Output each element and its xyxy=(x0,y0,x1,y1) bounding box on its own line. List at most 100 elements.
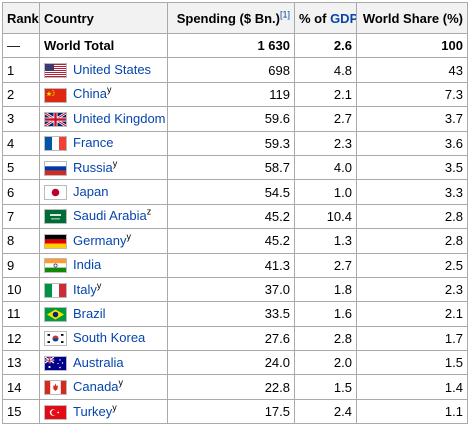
country-cell: United States xyxy=(39,57,168,83)
country-link[interactable]: Turkey xyxy=(73,403,113,419)
country-link[interactable]: South Korea xyxy=(73,330,146,346)
table-row: 10 Italyy 37.0 1.8 2.3 xyxy=(2,276,468,303)
country-link[interactable]: Germany xyxy=(73,232,127,248)
china-flag-icon[interactable] xyxy=(44,87,67,103)
total-label: World Total xyxy=(39,32,168,59)
australia-flag-icon[interactable] xyxy=(44,355,67,371)
country-link[interactable]: India xyxy=(73,257,102,273)
turkey-flag-icon[interactable] xyxy=(44,404,67,420)
country-link[interactable]: Italy xyxy=(73,281,97,297)
table-row: 3 United Kingdom 59.6 2.7 3.7 xyxy=(2,106,468,132)
rank-cell: 9 xyxy=(2,252,40,278)
japan-flag-icon[interactable] xyxy=(44,185,67,201)
spending-cell: 698 xyxy=(167,57,295,83)
spending-cell: 27.6 xyxy=(167,325,295,352)
rank-cell: 10 xyxy=(2,276,40,303)
rank-cell: 8 xyxy=(2,228,40,254)
italy-flag-icon[interactable] xyxy=(44,282,67,298)
brazil-flag-icon[interactable] xyxy=(44,307,67,323)
rank-cell: 12 xyxy=(2,325,40,352)
gdp-header[interactable]: % of GDP xyxy=(294,2,357,34)
germany-flag-icon[interactable] xyxy=(44,233,67,249)
country-link[interactable]: United Kingdom xyxy=(73,110,166,126)
share-cell: 1.7 xyxy=(356,325,468,352)
table-row: 9 India 41.3 2.7 2.5 xyxy=(2,252,468,278)
spending-header[interactable]: Spending ($ Bn.)[1] xyxy=(167,2,295,34)
spending-cell: 33.5 xyxy=(167,301,295,327)
canada-flag-icon[interactable] xyxy=(44,380,67,396)
gdp-cell: 2.7 xyxy=(294,106,357,132)
reference-link[interactable]: [1] xyxy=(279,9,290,20)
share-cell: 2.5 xyxy=(356,252,468,278)
gdp-cell: 1.3 xyxy=(294,228,357,254)
share-cell: 2.8 xyxy=(356,203,468,230)
spending-cell: 59.6 xyxy=(167,106,295,132)
share-cell: 1.4 xyxy=(356,374,468,400)
share-cell: 3.7 xyxy=(356,106,468,132)
footnote-marker: y xyxy=(112,402,117,413)
country-cell: Canaday xyxy=(39,374,168,400)
russia-flag-icon[interactable] xyxy=(44,160,67,176)
uk-flag-icon[interactable] xyxy=(44,111,67,127)
rank-cell: 2 xyxy=(2,81,40,108)
header-row: Rank Country Spending ($ Bn.)[1] % of GD… xyxy=(2,2,468,34)
rank-cell: 14 xyxy=(2,374,40,400)
country-header[interactable]: Country xyxy=(39,2,168,34)
table-row: 4 France 59.3 2.3 3.6 xyxy=(2,130,468,156)
gdp-cell: 1.6 xyxy=(294,301,357,327)
gdp-cell: 4.8 xyxy=(294,57,357,83)
spending-cell: 17.5 xyxy=(167,398,295,425)
country-link[interactable]: Saudi Arabia xyxy=(73,208,147,224)
country-link[interactable]: Australia xyxy=(73,354,124,370)
table-row: 14 Canaday 22.8 1.5 1.4 xyxy=(2,374,468,400)
total-share: 100 xyxy=(356,32,468,59)
gdp-cell: 10.4 xyxy=(294,203,357,230)
country-link[interactable]: Brazil xyxy=(73,305,106,321)
world-total-row: — World Total 1 630 2.6 100 xyxy=(2,32,468,59)
country-link[interactable]: China xyxy=(73,86,107,102)
us-flag-icon[interactable] xyxy=(44,63,67,79)
country-cell: France xyxy=(39,130,168,156)
country-link[interactable]: United States xyxy=(73,62,152,78)
rank-header[interactable]: Rank xyxy=(2,2,40,34)
saudi-arabia-flag-icon[interactable] xyxy=(44,209,67,225)
footnote-marker: y xyxy=(118,377,124,388)
gdp-header-prefix: % of xyxy=(299,10,331,26)
gdp-cell: 2.1 xyxy=(294,81,357,108)
share-cell: 1.5 xyxy=(356,350,468,376)
gdp-cell: 2.3 xyxy=(294,130,357,156)
share-header[interactable]: World Share (%) xyxy=(356,2,468,34)
table-row: 15 Turkeyy 17.5 2.4 1.1 xyxy=(2,398,468,425)
gdp-cell: 2.4 xyxy=(294,398,357,425)
france-flag-icon[interactable] xyxy=(44,136,67,152)
south-korea-flag-icon[interactable] xyxy=(44,331,67,347)
spending-cell: 54.5 xyxy=(167,179,295,205)
rank-cell: 7 xyxy=(2,203,40,230)
table-row: 12 South Korea 27.6 2.8 1.7 xyxy=(2,325,468,352)
country-cell: Chinay xyxy=(39,81,168,108)
country-link[interactable]: France xyxy=(73,135,114,151)
spending-cell: 59.3 xyxy=(167,130,295,156)
footnote-marker: y xyxy=(96,280,102,291)
share-cell: 3.5 xyxy=(356,154,468,181)
table-row: 8 Germanyy 45.2 1.3 2.8 xyxy=(2,228,468,254)
country-link[interactable]: Canada xyxy=(73,379,119,395)
total-rank: — xyxy=(2,32,40,59)
spending-cell: 119 xyxy=(167,81,295,108)
country-cell: United Kingdom xyxy=(39,106,168,132)
country-cell: Saudi Arabiaz xyxy=(39,203,168,230)
country-cell: India xyxy=(39,252,168,278)
gdp-cell: 2.8 xyxy=(294,325,357,352)
rank-cell: 15 xyxy=(2,398,40,425)
military-spending-table: Rank Country Spending ($ Bn.)[1] % of GD… xyxy=(2,2,468,425)
spending-cell: 22.8 xyxy=(167,374,295,400)
india-flag-icon[interactable] xyxy=(44,258,67,274)
footnote-marker: y xyxy=(126,231,131,242)
spending-cell: 41.3 xyxy=(167,252,295,278)
gdp-link[interactable]: GDP xyxy=(330,10,357,26)
country-link[interactable]: Russia xyxy=(73,159,113,175)
share-cell: 2.8 xyxy=(356,228,468,254)
spending-cell: 45.2 xyxy=(167,203,295,230)
country-link[interactable]: Japan xyxy=(73,184,109,199)
table-row: 1 United States 698 4.8 43 xyxy=(2,57,468,83)
